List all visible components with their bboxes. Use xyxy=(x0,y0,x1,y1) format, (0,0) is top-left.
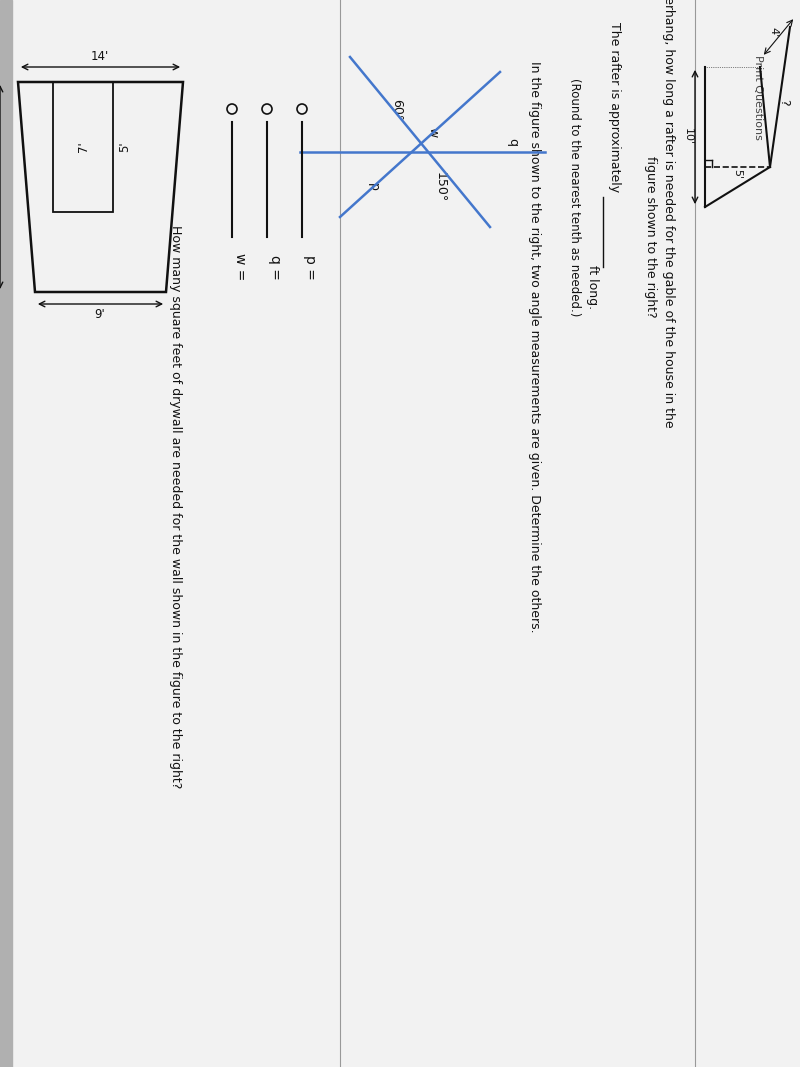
Text: w: w xyxy=(426,127,439,138)
Text: 9': 9' xyxy=(94,307,106,320)
Text: ?: ? xyxy=(778,98,790,106)
Text: 60°: 60° xyxy=(390,99,403,122)
Text: The rafter is approximately: The rafter is approximately xyxy=(609,22,622,192)
Text: 10': 10' xyxy=(683,128,693,145)
Text: In the figure shown to the right, two angle measurements are given. Determine th: In the figure shown to the right, two an… xyxy=(529,61,542,633)
Text: 150°: 150° xyxy=(434,172,446,202)
Text: How many square feet of drywall are needed for the wall shown in the figure to t: How many square feet of drywall are need… xyxy=(169,225,182,789)
Text: figure shown to the right?: figure shown to the right? xyxy=(643,156,657,318)
Text: p =: p = xyxy=(303,255,317,280)
Text: 4': 4' xyxy=(768,27,778,37)
Text: (Round to the nearest tenth as needed.): (Round to the nearest tenth as needed.) xyxy=(569,78,582,316)
Text: 5': 5' xyxy=(118,142,131,153)
Text: 5': 5' xyxy=(732,169,742,179)
Text: 14': 14' xyxy=(91,49,109,63)
Text: w =: w = xyxy=(233,253,247,281)
Text: q: q xyxy=(506,138,519,146)
Text: Print Questions: Print Questions xyxy=(753,54,763,140)
Text: q =: q = xyxy=(268,255,282,280)
Text: Allowing for a 4-ft overhang, how long a rafter is needed for the gable of the h: Allowing for a 4-ft overhang, how long a… xyxy=(662,0,674,428)
Text: p: p xyxy=(366,184,379,191)
Bar xyxy=(0,0,12,1067)
Bar xyxy=(53,82,113,212)
Text: 7': 7' xyxy=(77,142,90,153)
Text: ft long.: ft long. xyxy=(586,265,598,309)
